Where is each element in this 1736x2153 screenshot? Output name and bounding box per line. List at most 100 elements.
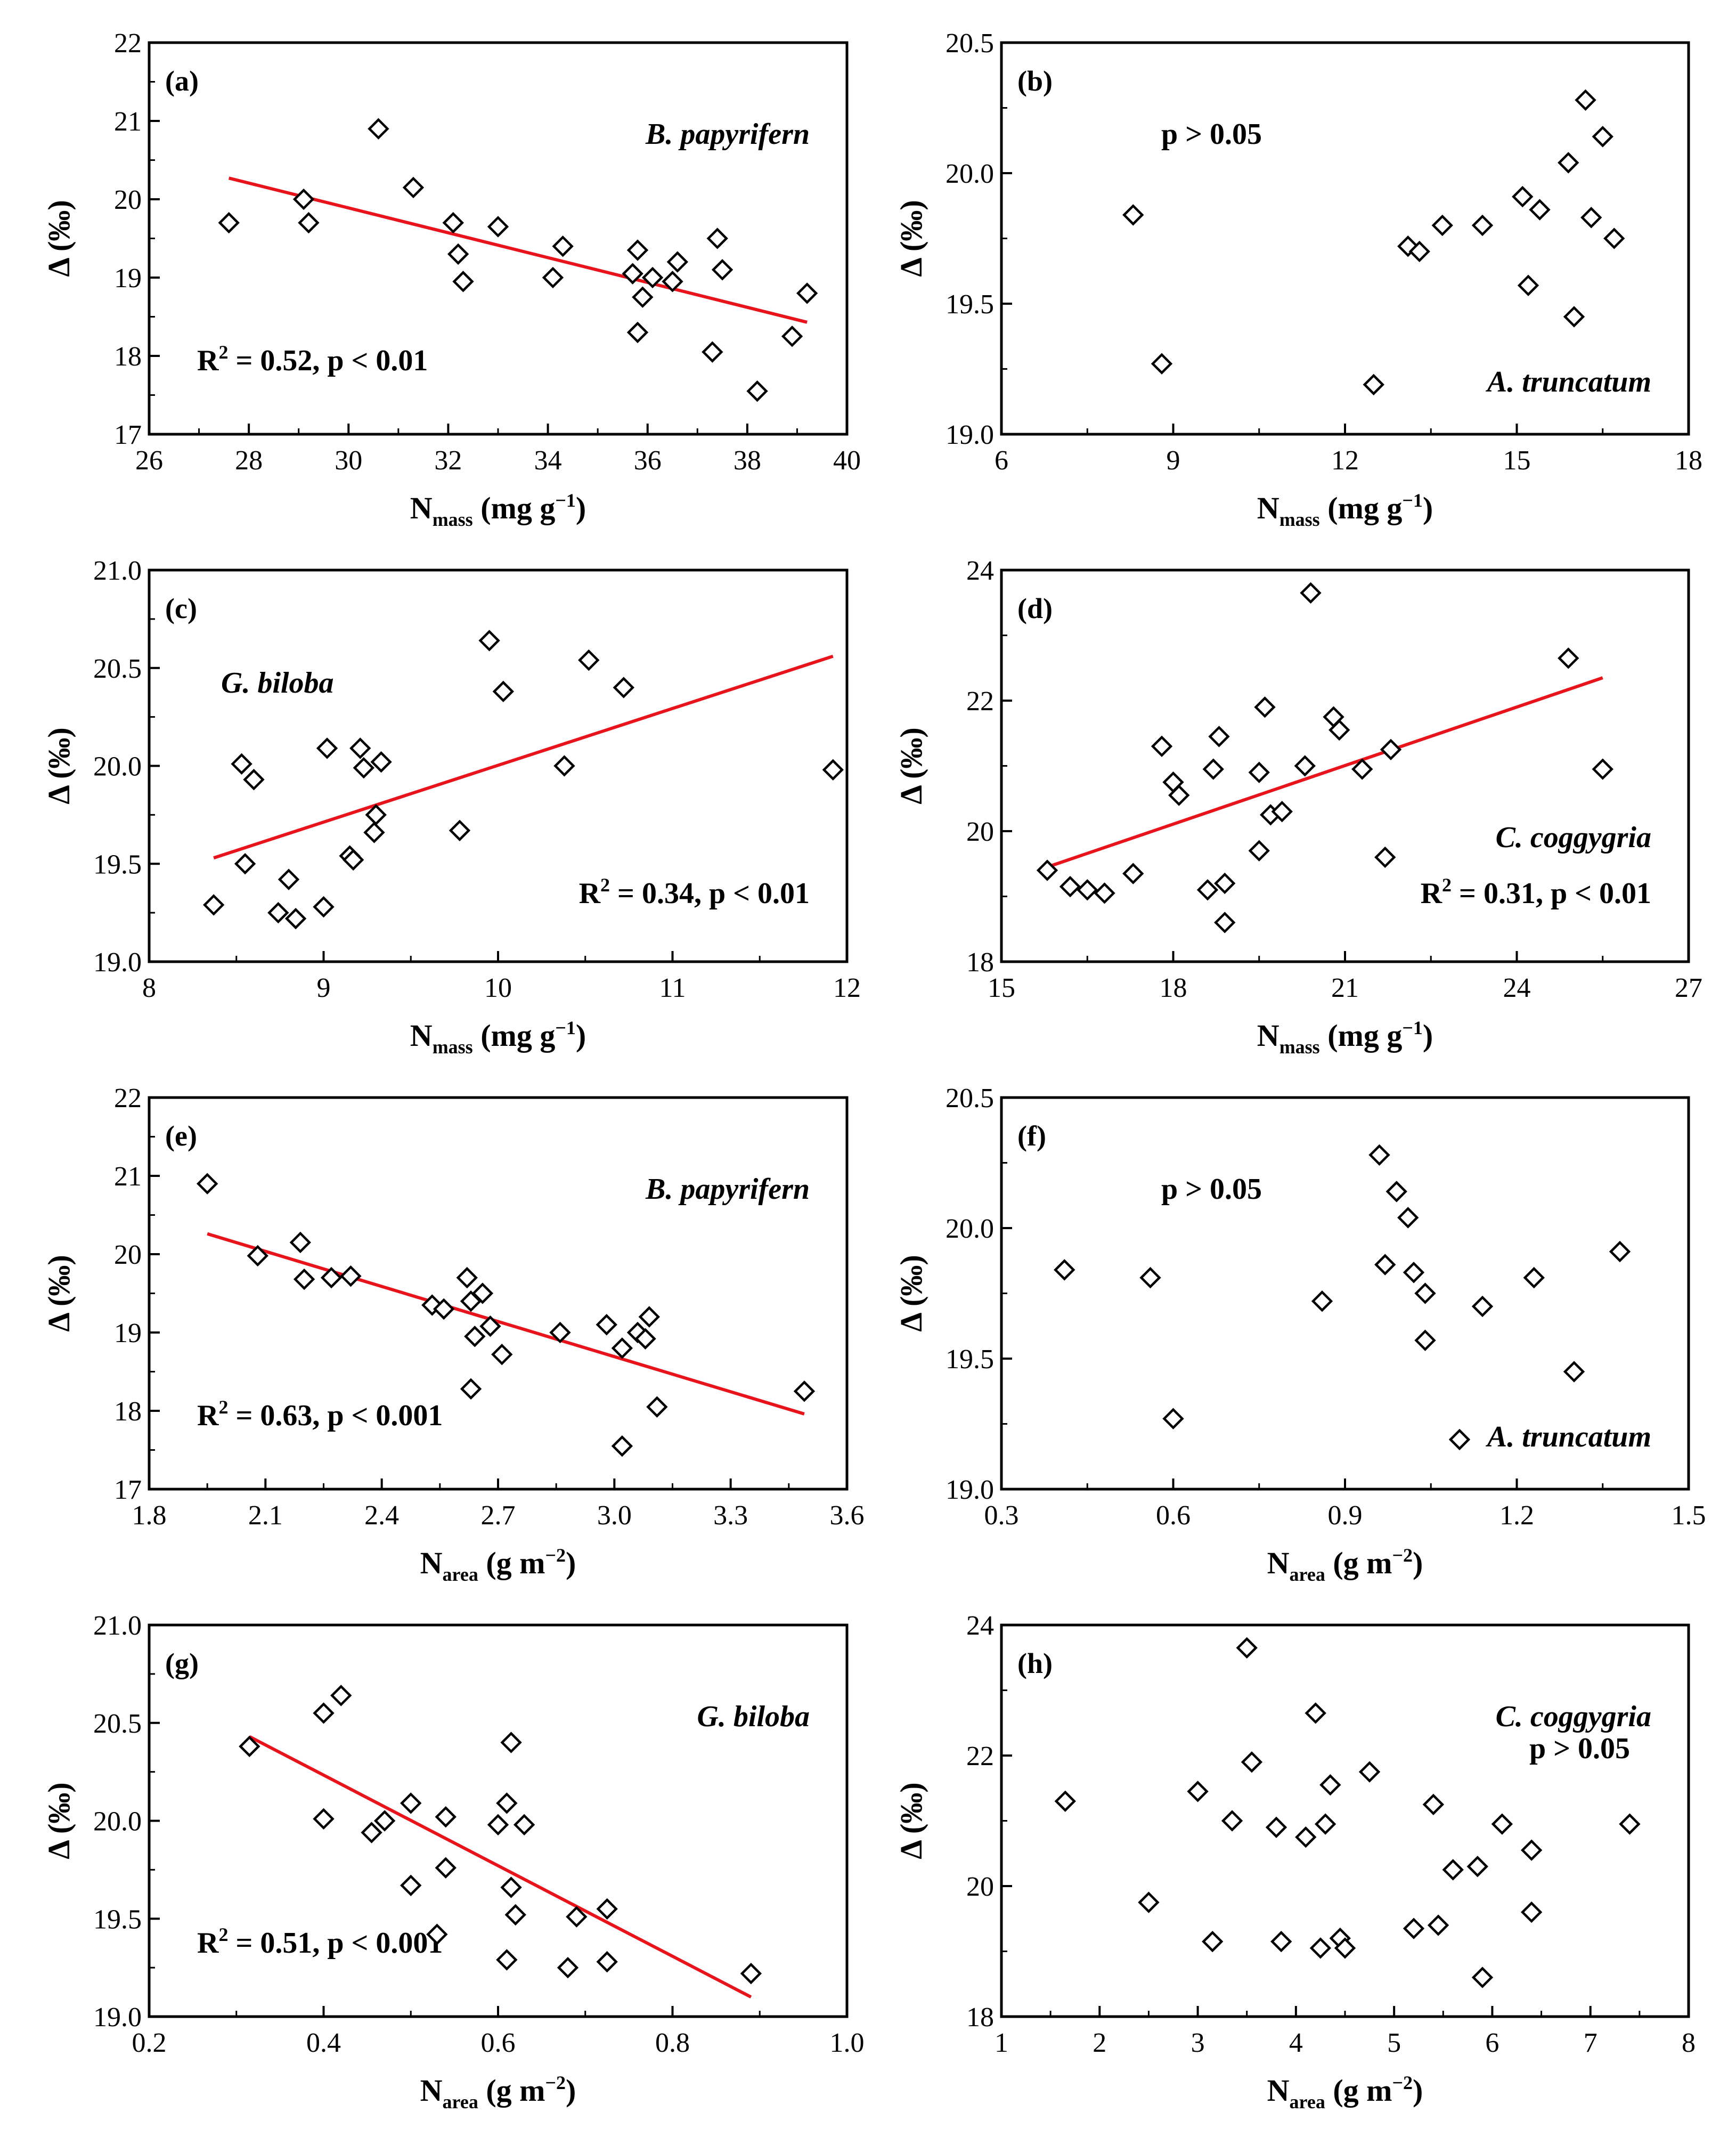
- data-point: [1448, 1428, 1471, 1451]
- data-point: [711, 259, 733, 281]
- data-point: [638, 1306, 661, 1328]
- y-tick-label: 21: [114, 107, 142, 137]
- data-point: [1168, 784, 1190, 806]
- y-tick-label: 20.0: [946, 159, 994, 189]
- y-tick-label: 22: [114, 1083, 142, 1114]
- y-tick-label: 20: [114, 185, 142, 215]
- panel-label: (g): [165, 1647, 199, 1679]
- x-tick-label: 15: [988, 973, 1015, 1003]
- data-point: [1248, 761, 1270, 783]
- data-point: [1368, 1144, 1390, 1166]
- x-axis-label: Narea (g m−2): [420, 2072, 576, 2113]
- data-point: [1036, 859, 1058, 881]
- stat-rest: = 0.34, p < 0.01: [610, 877, 810, 910]
- data-point: [464, 1326, 486, 1347]
- data-point: [1563, 1361, 1585, 1383]
- x-tick-label: 10: [484, 973, 512, 1003]
- data-point: [557, 1956, 579, 1979]
- data-point: [793, 1380, 816, 1402]
- x-tick-label: 0.6: [1156, 1500, 1191, 1531]
- data-point: [1491, 1813, 1513, 1835]
- data-point: [1397, 1207, 1419, 1229]
- x-tick-label: 21: [1331, 973, 1359, 1003]
- data-point: [452, 271, 474, 293]
- data-point: [278, 868, 300, 890]
- data-point: [1471, 214, 1494, 237]
- panel-f: 0.3 0.6 0.9 1.2 1.5 19.0 19.5 20.0 20.5 Δ (‰) Nare…: [894, 1083, 1706, 1585]
- stat-rest: = 0.51, p < 0.001: [228, 1927, 443, 1960]
- panel-label: (h): [1017, 1647, 1053, 1679]
- data-point: [313, 1808, 335, 1830]
- stat-annotation: R2 = 0.31, p < 0.01: [1421, 874, 1651, 910]
- data-point: [641, 266, 664, 289]
- species-label: C. coggygria: [1496, 821, 1651, 854]
- data-point: [542, 266, 564, 289]
- data-point: [267, 901, 289, 924]
- data-point: [1221, 1810, 1243, 1832]
- data-point: [796, 282, 818, 304]
- x-label-close: ): [1413, 1546, 1423, 1580]
- data-point: [365, 804, 387, 826]
- x-tick-label: 40: [833, 445, 861, 476]
- y-tick-label: 21.0: [93, 1611, 142, 1641]
- x-label-sub: mass: [1279, 1036, 1320, 1058]
- data-point: [1466, 1856, 1488, 1878]
- data-point: [1523, 1266, 1545, 1289]
- panel-a: 26 28 30 32 34 36 38 40 17 18 19 20 21 22 Δ (‰) Nmass (…: [42, 28, 861, 530]
- data-point: [247, 1245, 268, 1267]
- x-tick-label: 3.3: [713, 1500, 748, 1531]
- y-tick-label: 22: [966, 1741, 994, 1772]
- data-point: [1619, 1813, 1641, 1835]
- y-tick-label: 17: [114, 1475, 142, 1505]
- x-label-sup: −2: [545, 1545, 566, 1566]
- x-label-close: ): [576, 491, 586, 525]
- data-point: [504, 1904, 526, 1926]
- x-tick-label: 24: [1503, 973, 1531, 1003]
- data-point: [289, 1231, 312, 1254]
- y-axis-label: Δ (‰): [42, 1782, 76, 1859]
- data-point: [611, 1337, 633, 1359]
- x-axis-label: Nmass (mg g−1): [410, 1017, 586, 1058]
- data-point: [234, 853, 256, 875]
- stat-sup: 2: [600, 874, 610, 896]
- x-label-sub: mass: [1279, 509, 1320, 530]
- data-point: [1309, 1937, 1332, 1959]
- data-point: [231, 753, 252, 775]
- regression-line: [248, 1735, 752, 1998]
- y-tick-label: 20.5: [946, 1083, 994, 1114]
- x-label-close: ): [566, 1546, 576, 1580]
- y-tick-label: 19.5: [93, 1904, 142, 1935]
- y-tick-label: 22: [966, 686, 994, 717]
- y-axis-label: Δ (‰): [894, 1255, 928, 1331]
- x-tick-label: 27: [1675, 973, 1702, 1003]
- panel-c: 8 9 10 11 12 19.0 19.5 20.0 20.5 21.0 Δ (‰) Nmass (…: [42, 556, 861, 1058]
- x-tick-label: 0.3: [984, 1500, 1019, 1531]
- data-point: [1151, 353, 1173, 375]
- y-axis-label: Δ (‰): [894, 200, 928, 277]
- data-point: [553, 755, 575, 777]
- data-point: [1609, 1240, 1631, 1263]
- x-label-unit: (g m: [478, 2073, 545, 2108]
- y-tick-label: 19.0: [93, 947, 142, 978]
- stat-base: p > 0.05: [1161, 1173, 1262, 1206]
- x-axis-label: Narea (g m−2): [1267, 2072, 1423, 2113]
- y-tick-label: 21.0: [93, 556, 142, 586]
- x-tick-label: 8: [142, 973, 156, 1003]
- x-label-close: ): [1413, 2073, 1423, 2108]
- data-point: [1380, 738, 1402, 761]
- data-point: [1236, 1637, 1258, 1659]
- stat-rest: = 0.31, p < 0.01: [1452, 877, 1651, 910]
- data-point: [284, 907, 307, 930]
- x-axis-label: Nmass (mg g−1): [410, 490, 586, 530]
- y-tick-label: 19.0: [946, 420, 994, 450]
- y-tick-label: 20.0: [93, 1807, 142, 1837]
- x-label-unit: (mg g: [473, 491, 556, 525]
- x-label-base: N: [1257, 491, 1279, 525]
- data-point: [1358, 1761, 1381, 1783]
- data-point: [460, 1378, 482, 1400]
- data-point: [1517, 274, 1539, 296]
- x-tick-label: 5: [1387, 2028, 1401, 2058]
- data-point: [1196, 879, 1219, 901]
- data-point: [626, 321, 649, 344]
- data-point: [646, 1396, 668, 1418]
